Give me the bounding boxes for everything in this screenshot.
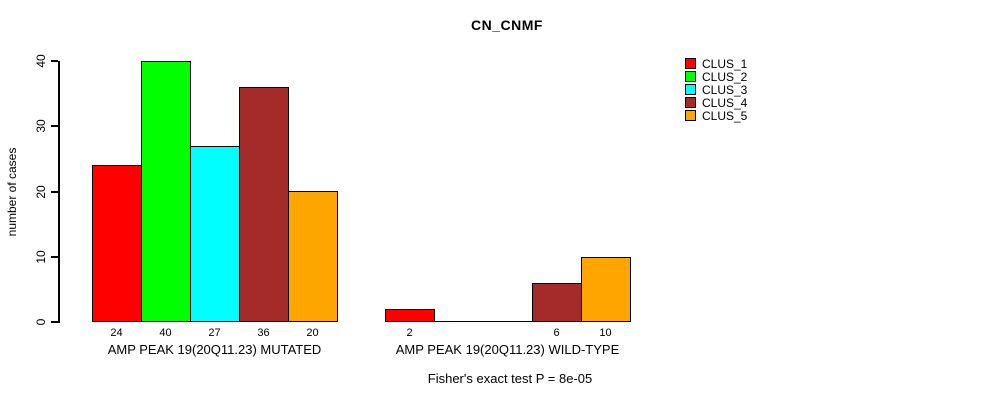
y-axis-tick — [51, 321, 58, 323]
y-axis-tick-label: 0 — [34, 318, 48, 326]
bar-clus_5 — [581, 257, 631, 322]
bar-value-label: 24 — [110, 327, 123, 339]
y-axis-tick — [51, 190, 58, 193]
legend-swatch-icon — [685, 110, 696, 121]
legend-swatch-icon — [685, 97, 696, 108]
fisher-test-annotation: Fisher's exact test P = 8e-05 — [427, 371, 593, 386]
bar-value-label: 27 — [208, 327, 221, 339]
legend-label: CLUS_4 — [702, 95, 748, 110]
legend-swatch-icon — [685, 58, 696, 69]
legend-item-clus_1: CLUS_1 — [685, 56, 748, 71]
y-axis-tick-label: 20 — [34, 184, 48, 199]
bar-clus_4 — [532, 283, 582, 322]
bar-clus_1 — [92, 165, 142, 322]
legend-item-clus_5: CLUS_5 — [685, 108, 748, 123]
bar-value-label: 2 — [406, 327, 413, 339]
bar-value-label: 36 — [257, 327, 270, 339]
legend-item-clus_2: CLUS_2 — [685, 69, 748, 84]
legend-label: CLUS_3 — [702, 82, 748, 97]
bar-clus_3 — [190, 146, 240, 322]
bar-clus_2 — [141, 61, 191, 322]
legend-label: CLUS_5 — [702, 108, 748, 123]
y-axis-tick-label: 30 — [34, 119, 48, 133]
legend-item-clus_3: CLUS_3 — [685, 82, 748, 97]
bar-clus_4 — [239, 87, 289, 322]
bar-clus_1 — [385, 309, 435, 322]
x-axis-group-label: AMP PEAK 19(20Q11.23) MUTATED — [107, 342, 322, 357]
bar-value-label: 6 — [553, 327, 560, 339]
y-axis-tick-label: 40 — [34, 54, 48, 68]
y-axis-title: number of cases — [5, 147, 19, 237]
bar-clus_5 — [288, 191, 338, 322]
chart-title: CN_CNMF — [471, 17, 543, 33]
y-axis-tick-label: 10 — [34, 250, 48, 264]
bar-value-label: 40 — [159, 327, 172, 339]
y-axis-tick — [51, 60, 58, 62]
legend-label: CLUS_2 — [702, 69, 748, 84]
y-axis-tick — [51, 125, 58, 128]
legend-swatch-icon — [685, 84, 696, 95]
legend: CLUS_1 CLUS_2 CLUS_3 CLUS_4 CLUS_5 — [685, 56, 748, 123]
legend-item-clus_4: CLUS_4 — [685, 95, 748, 110]
bar-value-label: 20 — [306, 327, 319, 339]
bar-value-label: 10 — [599, 327, 612, 339]
group-baseline — [385, 320, 631, 322]
legend-label: CLUS_1 — [702, 56, 748, 71]
x-axis-group-label: AMP PEAK 19(20Q11.23) WILD-TYPE — [395, 342, 620, 357]
y-axis-tick — [51, 255, 58, 258]
legend-swatch-icon — [685, 71, 696, 82]
y-axis-line — [58, 61, 60, 323]
